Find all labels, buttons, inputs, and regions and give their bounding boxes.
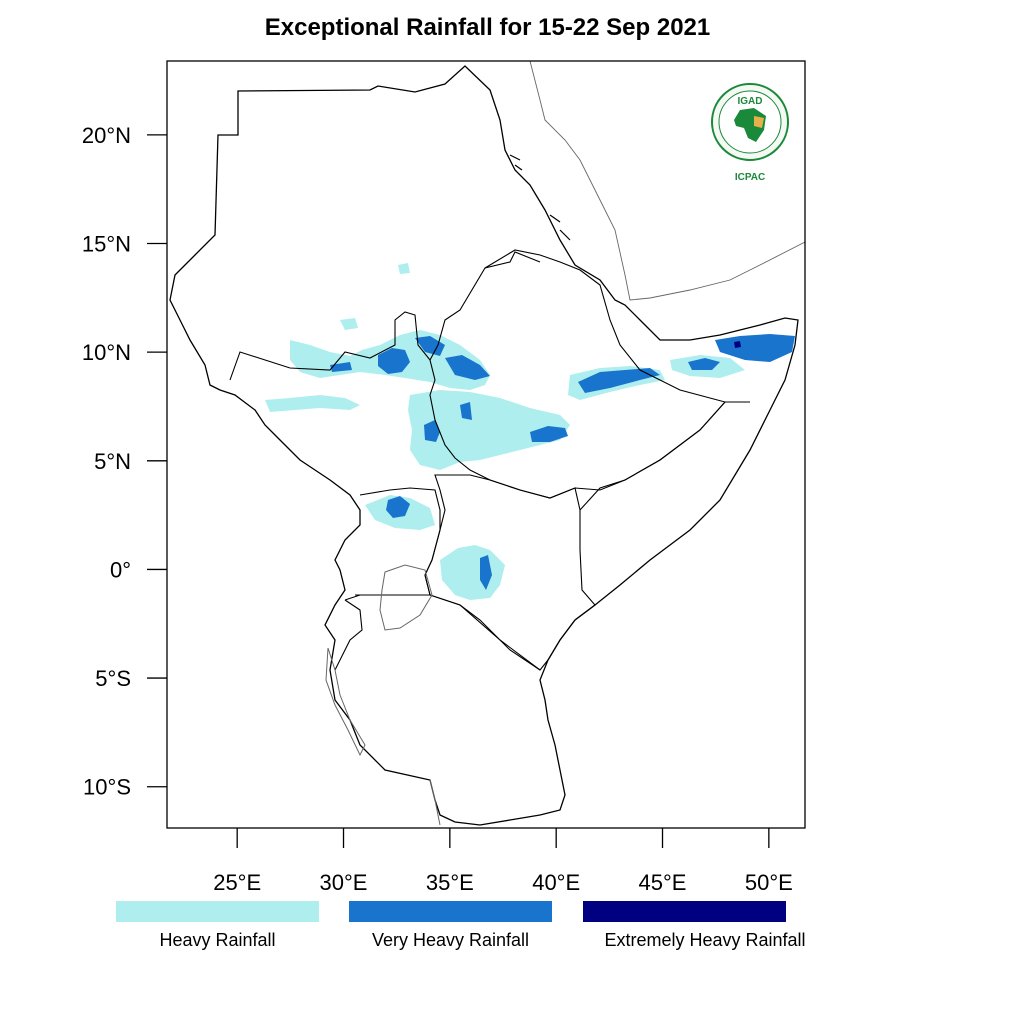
heavy-rain-area [398,263,410,274]
y-tick-label: 20°N [82,123,131,148]
y-tick-label: 5°S [95,666,131,691]
very-heavy-rain-area [480,555,492,590]
y-tick-label: 0° [110,557,131,582]
very-heavy-rain-area [378,348,410,374]
coastline [529,61,805,301]
africa-map-icon [734,108,766,142]
heavy-rain-area [265,395,360,412]
legend-label-very-heavy: Very Heavy Rainfall [371,930,530,950]
very-heavy-rain-area [386,496,410,518]
very-heavy-rain-area [424,420,440,442]
heavy-rainfall-areas [265,263,745,600]
very-heavy-rain-area [460,402,472,420]
rainfall-layer [265,263,795,600]
very-heavy-rain-area [415,336,445,356]
x-axis: 25°E 30°E 35°E 40°E 45°E 50°E [213,828,793,895]
x-tick-label: 35°E [426,870,474,895]
map-frame [166,60,806,829]
very-heavy-rain-area [445,355,490,380]
very-heavy-rainfall-areas [330,334,795,590]
y-tick-label: 10°N [82,340,131,365]
y-tick-label: 15°N [82,232,131,257]
x-tick-label: 45°E [639,870,687,895]
x-tick-label: 25°E [213,870,261,895]
y-tick-label: 10°S [83,775,131,800]
heavy-rain-area [440,545,505,600]
map-title: Exceptional Rainfall for 15-22 Sep 2021 [264,14,711,41]
border [355,594,541,671]
country-borders [169,61,805,826]
logo-top-text: IGAD [738,96,763,107]
legend-swatch-very-heavy [349,901,552,922]
border [579,401,750,511]
region-outline [169,65,799,826]
legend-label-extremely-heavy: Extremely Heavy Rainfall [604,930,806,950]
igad-icpac-logo: IGAD ICPAC [708,80,792,184]
x-tick-label: 30°E [320,870,368,895]
legend-swatch-heavy [116,901,319,922]
very-heavy-rain-area [688,358,720,370]
border [334,599,363,671]
extremely-heavy-rainfall-areas [734,341,741,348]
lake-outline [429,779,441,826]
very-heavy-rain-area [530,426,568,442]
heavy-rain-area [340,318,358,330]
x-tick-label: 40°E [532,870,580,895]
very-heavy-rain-area [715,334,795,362]
very-heavy-rain-area [330,362,352,372]
islands [509,154,571,241]
legend-label-heavy: Heavy Rainfall [159,930,276,950]
logo-bottom-text: ICPAC [735,172,765,183]
very-heavy-rain-area [578,368,660,393]
y-axis: 20°N 15°N 10°N 5°N 0° 5°S 10°S [82,123,167,800]
extremely-heavy-rain-area [734,341,741,348]
x-tick-label: 50°E [745,870,793,895]
lake-outline [379,564,433,631]
lake-outline [325,647,366,757]
legend-swatch-extremely-heavy [583,901,786,922]
igad-region-icon [754,116,764,128]
y-tick-label: 5°N [94,449,131,474]
